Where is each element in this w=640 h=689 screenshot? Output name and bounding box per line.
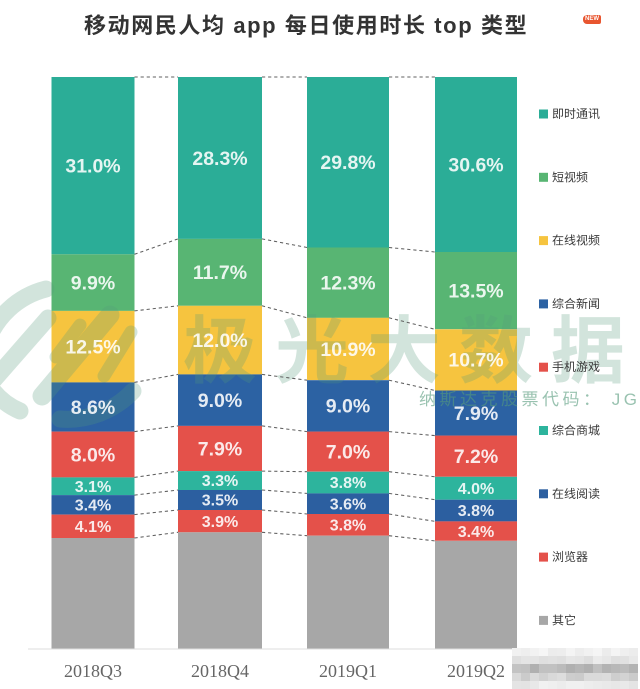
svg-text:4.1%: 4.1% xyxy=(75,519,111,536)
svg-text:13.5%: 13.5% xyxy=(448,281,503,303)
svg-text:在线视频: 在线视频 xyxy=(552,234,600,248)
svg-text:7.9%: 7.9% xyxy=(198,438,242,460)
svg-text:10.9%: 10.9% xyxy=(320,339,375,361)
svg-text:8.0%: 8.0% xyxy=(71,444,115,466)
svg-text:2019Q1: 2019Q1 xyxy=(319,661,377,681)
svg-text:30.6%: 30.6% xyxy=(448,154,503,176)
svg-text:3.8%: 3.8% xyxy=(330,518,366,535)
svg-text:手机游戏: 手机游戏 xyxy=(552,360,600,374)
svg-text:其它: 其它 xyxy=(552,613,576,627)
svg-text:2018Q4: 2018Q4 xyxy=(191,661,249,681)
svg-text:31.0%: 31.0% xyxy=(65,156,120,178)
svg-text:3.9%: 3.9% xyxy=(202,514,238,531)
svg-text:在线阅读: 在线阅读 xyxy=(552,487,600,501)
svg-text:12.0%: 12.0% xyxy=(192,330,247,352)
svg-text:即时通讯: 即时通讯 xyxy=(552,107,600,121)
svg-text:3.3%: 3.3% xyxy=(202,473,238,490)
svg-text:极光大数据: 极光大数据 xyxy=(183,310,640,393)
svg-text:4.0%: 4.0% xyxy=(458,481,494,498)
svg-text:12.5%: 12.5% xyxy=(65,337,120,359)
svg-text:3.8%: 3.8% xyxy=(458,503,494,520)
svg-text:3.8%: 3.8% xyxy=(330,475,366,492)
svg-text:2018Q3: 2018Q3 xyxy=(64,661,122,681)
svg-text:2019Q2: 2019Q2 xyxy=(447,661,505,681)
svg-text:短视频: 短视频 xyxy=(552,170,588,184)
svg-text:11.7%: 11.7% xyxy=(193,262,247,284)
svg-text:3.1%: 3.1% xyxy=(75,479,111,496)
svg-text:7.9%: 7.9% xyxy=(454,403,498,425)
svg-text:综合商城: 综合商城 xyxy=(552,424,600,438)
svg-text:8.6%: 8.6% xyxy=(71,397,115,419)
svg-text:综合新闻: 综合新闻 xyxy=(552,297,600,311)
svg-text:3.4%: 3.4% xyxy=(458,524,494,541)
svg-text:9.9%: 9.9% xyxy=(71,273,115,295)
svg-text:纳斯达克股票代码： JG: 纳斯达克股票代码： JG xyxy=(419,390,640,409)
svg-text:3.4%: 3.4% xyxy=(75,498,111,515)
svg-text:3.6%: 3.6% xyxy=(330,496,366,513)
svg-text:7.2%: 7.2% xyxy=(454,446,498,468)
svg-text:9.0%: 9.0% xyxy=(198,390,242,412)
svg-text:28.3%: 28.3% xyxy=(192,148,247,170)
svg-text:9.0%: 9.0% xyxy=(326,396,370,418)
svg-text:10.7%: 10.7% xyxy=(448,350,503,372)
svg-text:12.3%: 12.3% xyxy=(320,273,375,295)
svg-text:3.5%: 3.5% xyxy=(202,493,238,510)
svg-text:浏览器: 浏览器 xyxy=(552,550,588,564)
svg-text:29.8%: 29.8% xyxy=(320,152,375,174)
svg-text:7.0%: 7.0% xyxy=(326,442,370,464)
